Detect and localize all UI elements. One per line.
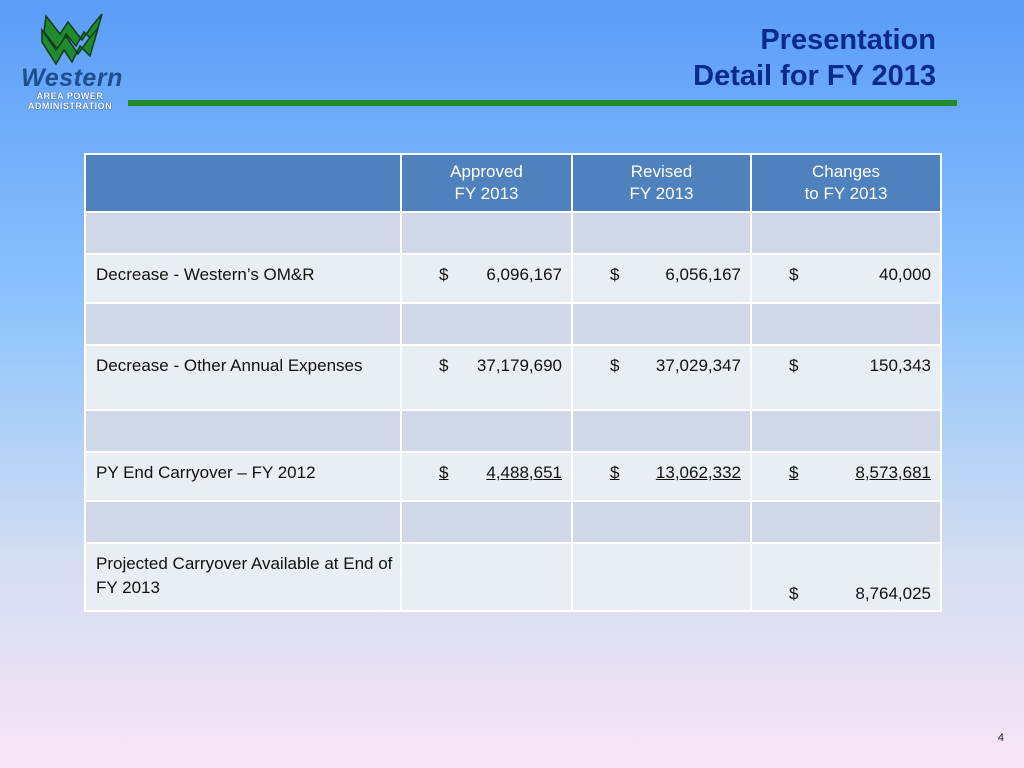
row-label: Decrease - Other Annual Expenses bbox=[84, 344, 402, 411]
changes-cell: $8,573,681 bbox=[789, 463, 931, 482]
header-approved: Approved FY 2013 bbox=[400, 153, 573, 213]
table-row: Projected Carryover Available at End of … bbox=[84, 542, 942, 612]
approved-cell: $37,179,690 bbox=[439, 356, 562, 375]
approved-cell: $4,488,651 bbox=[439, 463, 562, 482]
row-label: Projected Carryover Available at End of … bbox=[84, 542, 402, 612]
lightning-icon bbox=[41, 13, 103, 66]
western-logo: Western AREA POWER ADMINISTRATION bbox=[8, 12, 130, 111]
row-label: PY End Carryover – FY 2012 bbox=[84, 451, 402, 502]
table-row: Decrease - Western’s OM&R $6,096,167 $6,… bbox=[84, 253, 942, 304]
title-rule bbox=[128, 100, 957, 106]
changes-cell: $150,343 bbox=[789, 356, 931, 375]
slide-title-line2: Detail for FY 2013 bbox=[693, 60, 936, 92]
page-number: 4 bbox=[997, 732, 1004, 744]
spacer-row bbox=[84, 302, 942, 346]
spacer-row bbox=[84, 409, 942, 453]
header-revised: Revised FY 2013 bbox=[571, 153, 752, 213]
slide-title-line1: Presentation bbox=[760, 24, 936, 56]
revised-cell: $6,056,167 bbox=[610, 265, 741, 284]
changes-cell: $40,000 bbox=[789, 265, 931, 284]
logo-subtitle-line2: ADMINISTRATION bbox=[27, 101, 113, 111]
spacer-row bbox=[84, 211, 942, 255]
row-label: Decrease - Western’s OM&R bbox=[84, 253, 402, 304]
revised-cell bbox=[571, 542, 752, 612]
table-row: PY End Carryover – FY 2012 $4,488,651 $1… bbox=[84, 451, 942, 502]
spacer-row bbox=[84, 500, 942, 544]
table-row: Decrease - Other Annual Expenses $37,179… bbox=[84, 344, 942, 411]
approved-cell: $6,096,167 bbox=[439, 265, 562, 284]
logo-wordmark: Western bbox=[21, 64, 123, 92]
logo-subtitle-line1: AREA POWER bbox=[36, 91, 104, 101]
revised-cell: $13,062,332 bbox=[610, 463, 741, 482]
approved-cell bbox=[400, 542, 573, 612]
header-changes: Changes to FY 2013 bbox=[750, 153, 942, 213]
budget-detail-table: Approved FY 2013 Revised FY 2013 Changes to… bbox=[84, 153, 942, 612]
table-header-row: Approved FY 2013 Revised FY 2013 Changes to… bbox=[84, 153, 942, 213]
changes-cell: $8,764,025 bbox=[789, 584, 931, 603]
header-empty bbox=[84, 153, 402, 213]
revised-cell: $37,029,347 bbox=[610, 356, 741, 375]
slide-title: Presentation Detail for FY 2013 bbox=[693, 22, 936, 94]
